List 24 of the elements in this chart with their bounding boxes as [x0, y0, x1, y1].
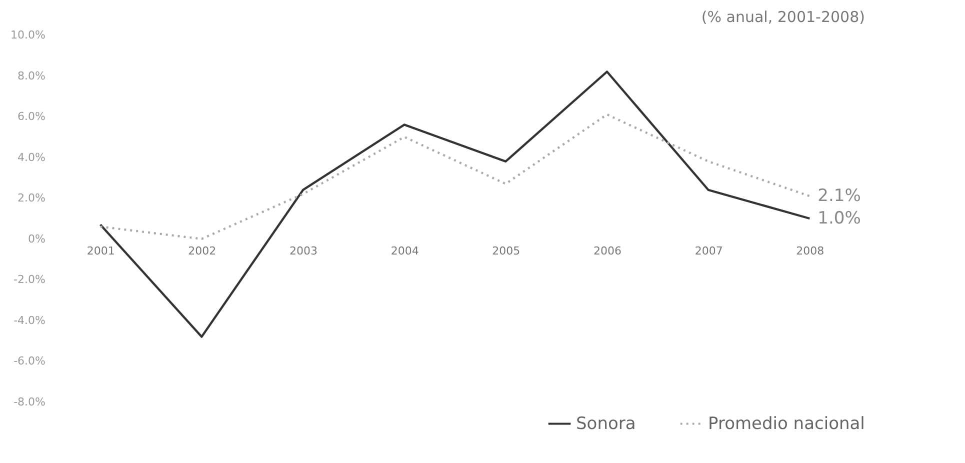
y-tick-label: 2.0%	[18, 192, 46, 205]
x-tick-label: 2003	[290, 244, 318, 258]
y-tick-label: 6.0%	[18, 110, 46, 124]
legend-label: Sonora	[576, 414, 636, 434]
legend-label: Promedio nacional	[708, 414, 865, 434]
x-tick-label: 2002	[188, 244, 216, 258]
y-tick-label: -6.0%	[14, 354, 46, 368]
y-tick-label: 0%	[28, 232, 46, 246]
y-tick-label: 4.0%	[18, 150, 46, 164]
data-label: 1.0%	[818, 208, 861, 228]
x-tick-label: 2008	[796, 244, 824, 258]
y-tick-label: -8.0%	[14, 396, 46, 408]
x-tick-label: 2006	[594, 244, 622, 258]
y-tick-label: -4.0%	[14, 314, 46, 327]
chart-title: (% anual, 2001-2008)	[701, 8, 865, 26]
x-tick-label: 2004	[390, 244, 419, 258]
x-tick-label: 2005	[492, 244, 520, 258]
x-tick-label: 2007	[694, 244, 723, 258]
line-series	[99, 113, 811, 240]
y-tick-label: 10.0%	[10, 28, 46, 42]
y-tick-label: -2.0%	[14, 273, 46, 286]
x-tick-label: 2001	[86, 244, 115, 258]
data-label: 2.1%	[818, 186, 861, 206]
y-tick-label: 8.0%	[18, 69, 46, 82]
